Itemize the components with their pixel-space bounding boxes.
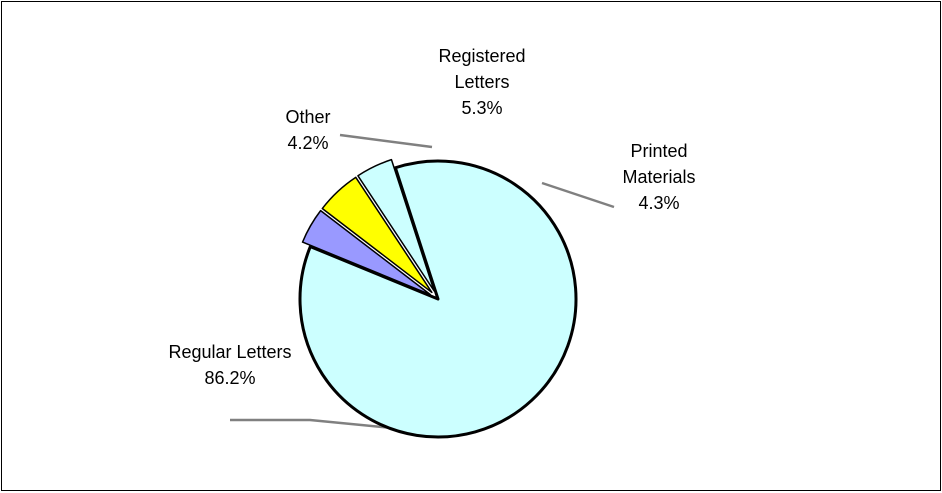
slice-category-label: Registered	[438, 46, 525, 66]
slice-value-label: 5.3%	[461, 98, 502, 118]
pie-slice-other	[301, 209, 431, 296]
slice-label-printed-materials: Printed Materials 4.3%	[622, 141, 695, 213]
slice-category-label: Regular Letters	[168, 342, 291, 362]
leader-line-printed-materials	[541, 181, 615, 209]
slice-category-label: Printed	[630, 141, 687, 161]
slice-labels: Regular Letters 86.2% Other 4.2% Registered L…	[168, 46, 695, 388]
slice-value-label: 4.3%	[638, 193, 679, 213]
slice-category-label: Other	[285, 107, 330, 127]
slice-label-other: Other 4.2%	[285, 107, 330, 153]
pie-slice-printed-materials	[357, 158, 435, 292]
slice-value-label: 4.2%	[287, 133, 328, 153]
pie-slice-regular-letters	[298, 159, 578, 439]
slice-label-regular-letters: Regular Letters 86.2%	[168, 342, 291, 388]
slice-value-label: 86.2%	[204, 368, 255, 388]
leader-lines	[230, 133, 615, 430]
leader-line-regular-letters	[230, 418, 393, 430]
slice-label-registered-letters: Registered Letters 5.3%	[438, 46, 525, 118]
pie-slice-registered-letters	[321, 176, 433, 294]
leader-line-other	[339, 133, 433, 149]
slice-category-label: Letters	[454, 72, 509, 92]
slice-category-label: Materials	[622, 167, 695, 187]
pie-slices	[298, 158, 578, 439]
